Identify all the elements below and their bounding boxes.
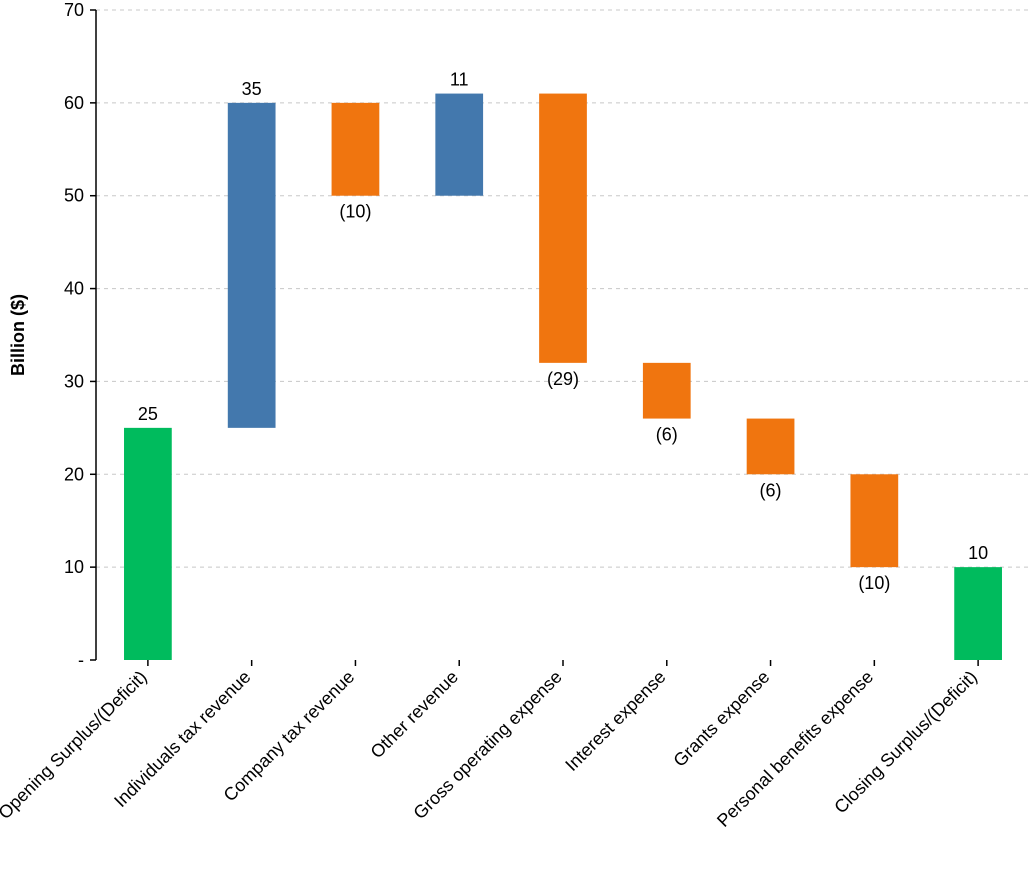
y-tick-label: 40 bbox=[64, 279, 84, 299]
x-category-label: Interest expense bbox=[561, 667, 669, 775]
y-tick-label: 10 bbox=[64, 557, 84, 577]
bar-value-label: 11 bbox=[450, 70, 469, 90]
waterfall-bar bbox=[954, 567, 1002, 660]
bar-value-label: 35 bbox=[242, 79, 262, 99]
bar-value-label: (29) bbox=[547, 369, 579, 389]
bar-value-label: (10) bbox=[339, 202, 371, 222]
x-category-label: Other revenue bbox=[367, 667, 463, 763]
waterfall-bar bbox=[124, 428, 172, 660]
waterfall-bar bbox=[539, 94, 587, 363]
waterfall-chart: -1020304050607025Opening Surplus/(Defici… bbox=[0, 0, 1035, 890]
bar-value-label: (6) bbox=[656, 425, 678, 445]
waterfall-bar bbox=[332, 103, 380, 196]
bar-value-label: 25 bbox=[138, 404, 158, 424]
bar-value-label: (10) bbox=[858, 573, 890, 593]
waterfall-bar bbox=[435, 94, 483, 196]
y-tick-label: 60 bbox=[64, 93, 84, 113]
y-tick-label: 50 bbox=[64, 186, 84, 206]
bar-value-label: (6) bbox=[760, 480, 782, 500]
waterfall-bar bbox=[747, 419, 795, 475]
y-tick-label: - bbox=[78, 650, 84, 670]
chart-svg: -1020304050607025Opening Surplus/(Defici… bbox=[0, 0, 1035, 890]
y-tick-label: 70 bbox=[64, 0, 84, 20]
y-tick-label: 20 bbox=[64, 464, 84, 484]
waterfall-bar bbox=[228, 103, 276, 428]
bar-value-label: 10 bbox=[968, 543, 988, 563]
waterfall-bar bbox=[643, 363, 691, 419]
y-axis-label: Billion ($) bbox=[8, 294, 28, 376]
x-category-label: Grants expense bbox=[669, 667, 773, 771]
y-tick-label: 30 bbox=[64, 371, 84, 391]
waterfall-bar bbox=[850, 474, 898, 567]
